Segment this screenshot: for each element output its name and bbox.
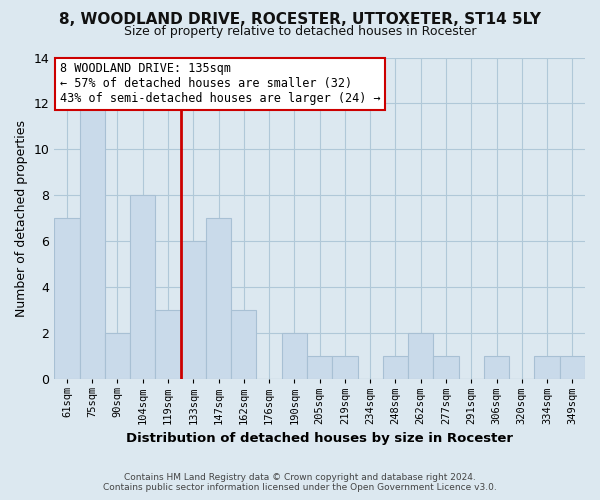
Bar (282, 334, 307, 379)
Bar (54, 218, 80, 379)
Y-axis label: Number of detached properties: Number of detached properties (15, 120, 28, 317)
Bar (130, 196, 155, 379)
Bar (181, 242, 206, 379)
Bar (332, 356, 358, 379)
Bar (231, 310, 256, 379)
Bar (560, 356, 585, 379)
Bar (383, 356, 408, 379)
X-axis label: Distribution of detached houses by size in Rocester: Distribution of detached houses by size … (126, 432, 513, 445)
Bar (535, 356, 560, 379)
Bar (433, 356, 458, 379)
Bar (307, 356, 332, 379)
Bar (484, 356, 509, 379)
Bar (155, 310, 181, 379)
Text: 8, WOODLAND DRIVE, ROCESTER, UTTOXETER, ST14 5LY: 8, WOODLAND DRIVE, ROCESTER, UTTOXETER, … (59, 12, 541, 28)
Text: 8 WOODLAND DRIVE: 135sqm
← 57% of detached houses are smaller (32)
43% of semi-d: 8 WOODLAND DRIVE: 135sqm ← 57% of detach… (59, 62, 380, 106)
Bar (408, 334, 433, 379)
Bar (80, 104, 105, 379)
Text: Contains HM Land Registry data © Crown copyright and database right 2024.
Contai: Contains HM Land Registry data © Crown c… (103, 473, 497, 492)
Text: Size of property relative to detached houses in Rocester: Size of property relative to detached ho… (124, 25, 476, 38)
Bar (206, 218, 231, 379)
Bar (105, 334, 130, 379)
